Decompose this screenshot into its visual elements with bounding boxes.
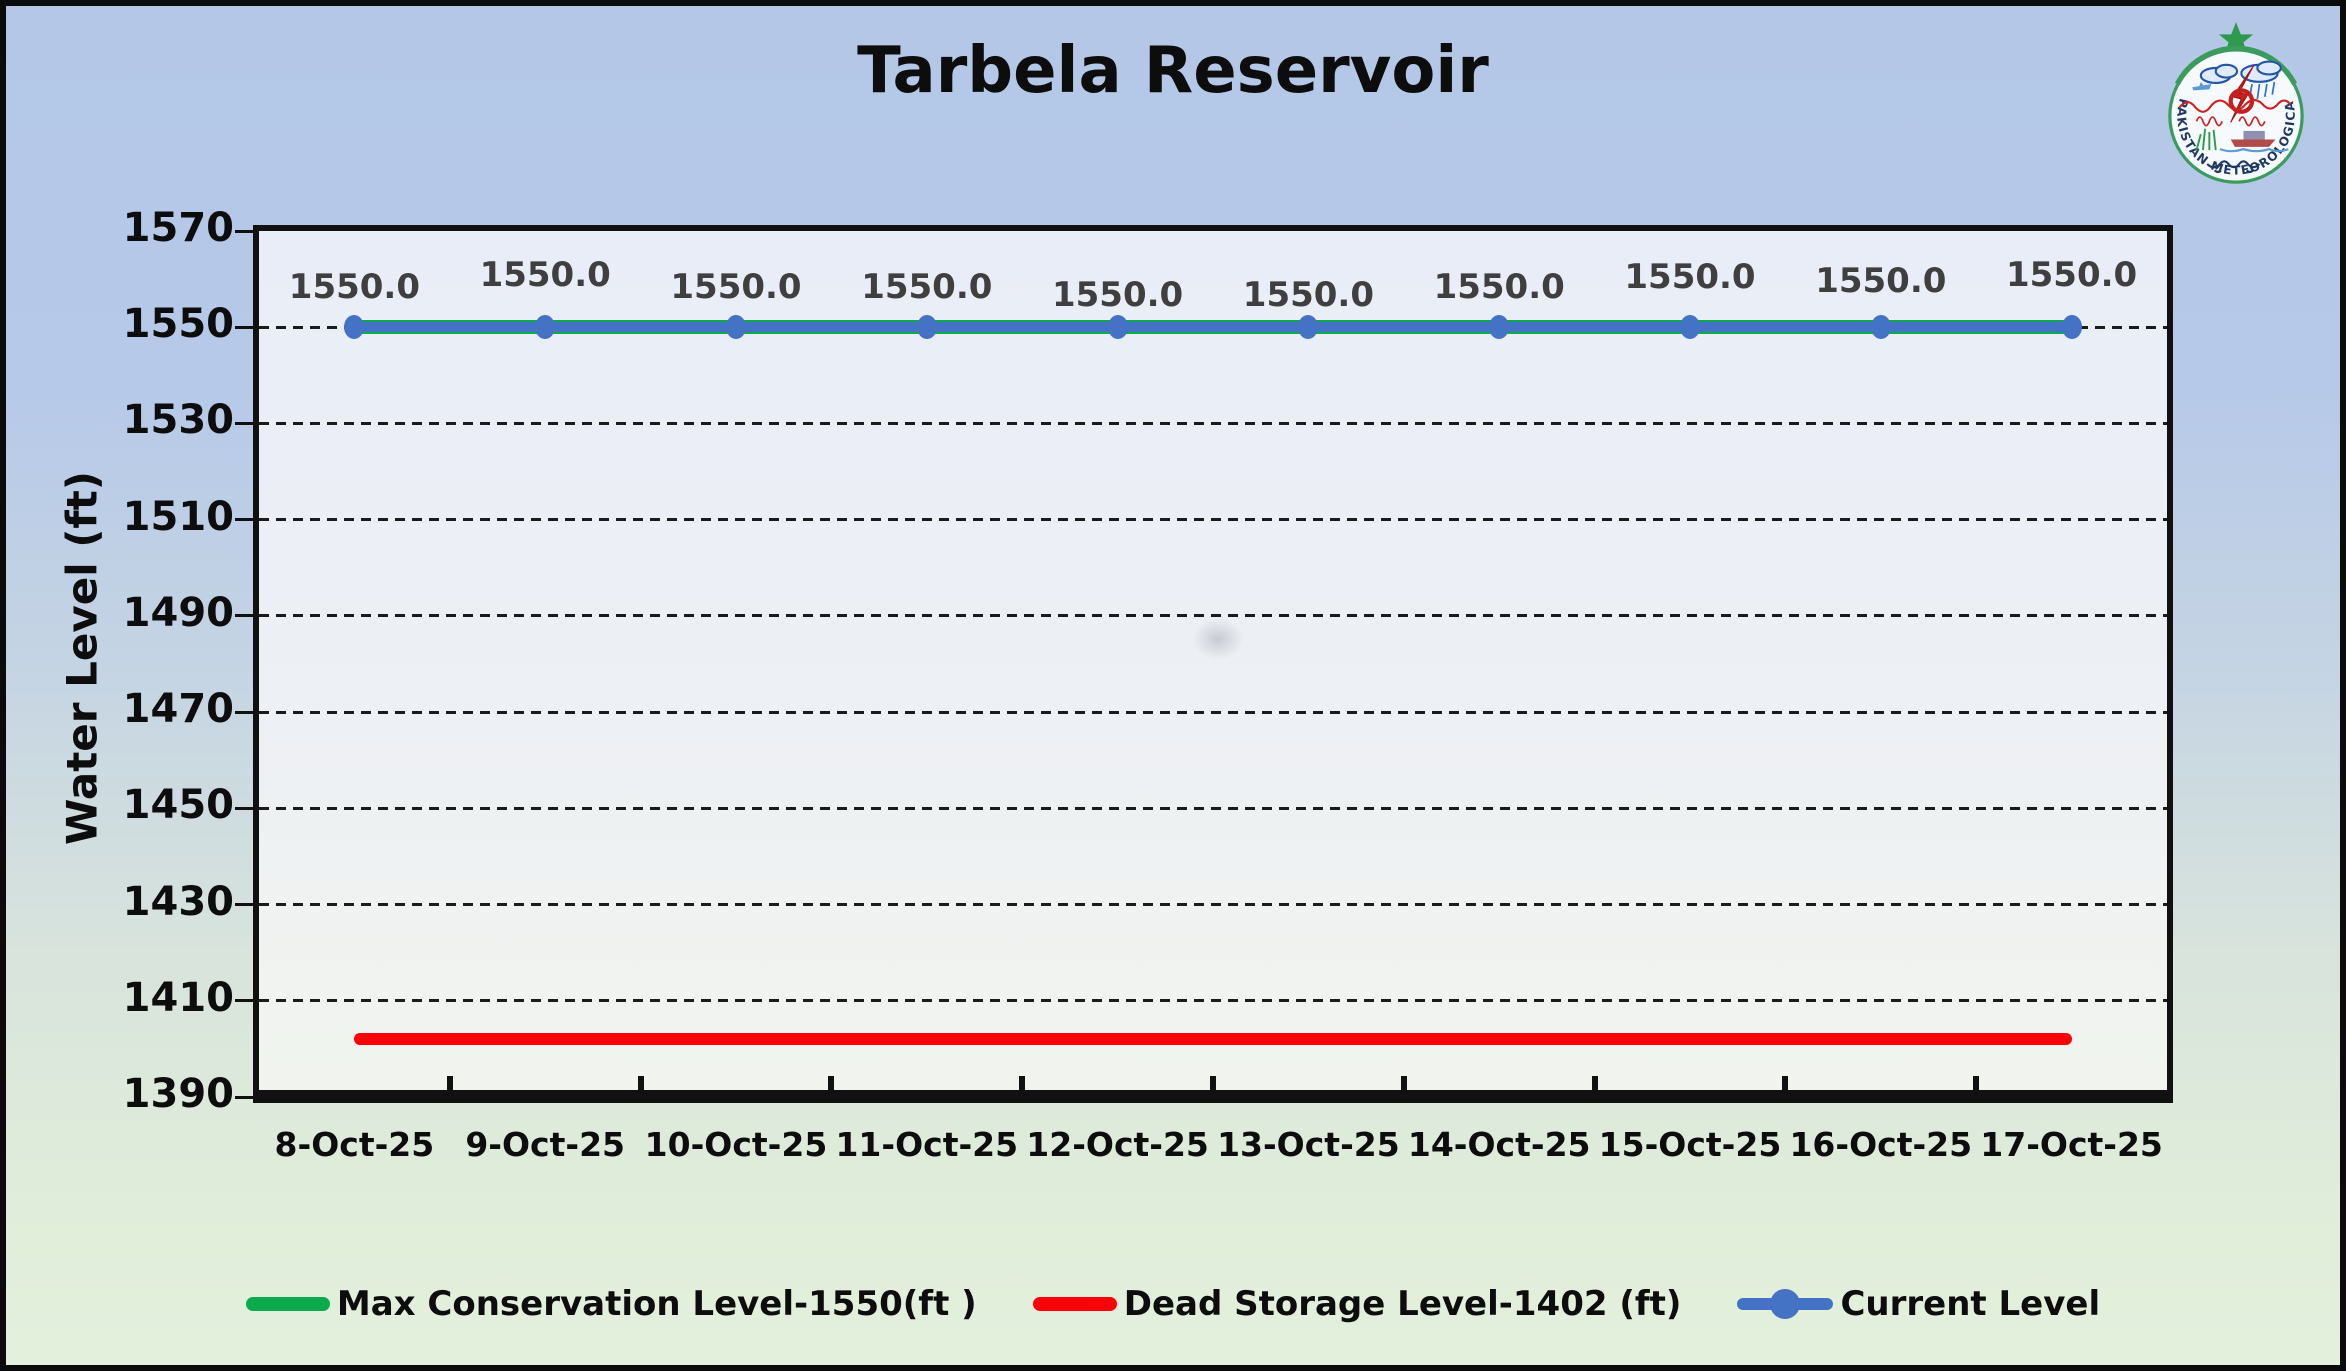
legend-item-2: Current Level xyxy=(1737,1284,2100,1324)
plot-area: 1550.0 1550.0 1550.0 1550.0 1550.0 1550.0 1550… xyxy=(235,225,2173,1103)
logo-cloud-icon xyxy=(2199,60,2282,84)
data-point-11-Oct-25 xyxy=(916,315,937,340)
data-point-15-Oct-25 xyxy=(1680,315,1700,340)
x-tick-mark-7 xyxy=(1591,1076,1598,1090)
y-tick-mark-1530 xyxy=(235,421,253,425)
x-tick-mark-2 xyxy=(637,1076,644,1090)
y-tick-mark-1550 xyxy=(235,325,253,329)
y-tick-mark-1570 xyxy=(235,229,253,233)
gridline-1430 xyxy=(259,903,2167,907)
data-point-8-Oct-25 xyxy=(344,315,365,340)
y-tick-label-1410: 1410 xyxy=(122,974,234,1021)
y-tick-mark-1430 xyxy=(235,903,253,907)
x-tick-label-8-Oct-25: 8-Oct-25 xyxy=(274,1125,435,1164)
data-label-17-Oct-25: 1550.0 xyxy=(2005,255,2138,296)
x-tick-mark-8 xyxy=(1782,1076,1789,1090)
data-label-11-Oct-25: 1550.0 xyxy=(861,267,993,308)
legend-label-2: Current Level xyxy=(1840,1284,2101,1324)
smudge-artifact xyxy=(1182,610,1254,668)
data-label-15-Oct-25: 1550.0 xyxy=(1624,257,1756,298)
y-tick-mark-1470 xyxy=(235,710,253,714)
y-tick-mark-1390 xyxy=(235,1095,253,1099)
x-tick-label-14-Oct-25: 14-Oct-25 xyxy=(1407,1125,1591,1164)
logo-coil-icon xyxy=(2195,116,2266,127)
x-tick-mark-9 xyxy=(1973,1076,1980,1090)
data-point-17-Oct-25 xyxy=(2061,315,2082,340)
y-tick-mark-1450 xyxy=(235,806,253,810)
legend-label-0: Max Conservation Level-1550(ft ) xyxy=(336,1284,977,1324)
x-tick-mark-3 xyxy=(828,1076,835,1090)
chart-legend: Max Conservation Level-1550(ft ) Dead Sto… xyxy=(6,1284,2340,1324)
data-point-16-Oct-25 xyxy=(1870,315,1891,340)
y-tick-label-1570: 1570 xyxy=(122,205,234,251)
data-label-8-Oct-25: 1550.0 xyxy=(288,267,420,308)
legend-item-0: Max Conservation Level-1550(ft ) xyxy=(245,1284,977,1324)
legend-item-1: Dead Storage Level-1402 (ft) xyxy=(1032,1284,1682,1324)
data-label-9-Oct-25: 1550.0 xyxy=(479,255,611,296)
y-tick-label-1390: 1390 xyxy=(122,1071,234,1117)
x-tick-label-11-Oct-25: 11-Oct-25 xyxy=(835,1125,1019,1164)
gridline-1410 xyxy=(259,999,2167,1003)
y-tick-mark-1510 xyxy=(235,518,253,522)
logo-seismogram-icon xyxy=(2178,98,2292,113)
legend-swatch-marker xyxy=(1770,1289,1801,1319)
x-tick-mark-6 xyxy=(1400,1076,1407,1090)
x-tick-mark-5 xyxy=(1210,1076,1216,1090)
y-tick-label-1490: 1490 xyxy=(122,589,234,636)
data-label-10-Oct-25: 1550.0 xyxy=(670,267,802,308)
y-tick-label-1550: 1550 xyxy=(122,301,234,348)
data-point-9-Oct-25 xyxy=(535,315,556,340)
x-tick-label-9-Oct-25: 9-Oct-25 xyxy=(465,1125,626,1164)
x-tick-label-15-Oct-25: 15-Oct-25 xyxy=(1598,1125,1782,1164)
data-label-13-Oct-25: 1550.0 xyxy=(1242,275,1374,316)
legend-swatch-line-icon xyxy=(245,1297,330,1311)
logo-calligraphy-icon xyxy=(2206,160,2261,174)
logo-reeds-icon xyxy=(2195,128,2217,151)
y-tick-label-1430: 1430 xyxy=(122,878,234,925)
legend-swatch-line-icon xyxy=(1032,1297,1117,1311)
x-tick-mark-4 xyxy=(1019,1076,1026,1090)
x-tick-label-12-Oct-25: 12-Oct-25 xyxy=(1026,1125,1209,1164)
current-level-line xyxy=(354,322,2072,333)
y-tick-mark-1490 xyxy=(235,614,253,618)
gridline-1490 xyxy=(259,614,2167,618)
y-tick-label-1450: 1450 xyxy=(122,782,234,829)
data-label-14-Oct-25: 1550.0 xyxy=(1433,267,1565,308)
y-tick-label-1470: 1470 xyxy=(122,686,234,733)
data-point-10-Oct-25 xyxy=(726,315,746,340)
legend-swatch-line-marker-icon xyxy=(1737,1288,1834,1320)
chart-title: Tarbela Reservoir xyxy=(857,34,1489,108)
logo-ship-icon xyxy=(2219,130,2289,153)
gridline-1530 xyxy=(259,421,2167,425)
pmd-logo-icon: PAKISTAN METEOROLOGICAL DEPARTMENT xyxy=(2156,20,2304,184)
x-tick-mark-1 xyxy=(446,1076,453,1090)
x-tick-label-17-Oct-25: 17-Oct-25 xyxy=(1980,1125,2163,1164)
gridline-1470 xyxy=(259,710,2167,714)
data-point-12-Oct-25 xyxy=(1107,315,1128,340)
data-point-13-Oct-25 xyxy=(1298,315,1319,340)
x-tick-label-10-Oct-25: 10-Oct-25 xyxy=(644,1125,828,1164)
data-label-12-Oct-25: 1550.0 xyxy=(1051,275,1184,316)
x-tick-label-13-Oct-25: 13-Oct-25 xyxy=(1217,1125,1400,1164)
gridline-1450 xyxy=(259,806,2167,810)
y-tick-label-1530: 1530 xyxy=(122,397,234,444)
data-point-14-Oct-25 xyxy=(1489,315,1510,340)
y-tick-mark-1410 xyxy=(235,999,253,1003)
x-axis-line xyxy=(253,1090,2173,1099)
data-label-16-Oct-25: 1550.0 xyxy=(1815,261,1947,302)
dead-storage-line xyxy=(354,1033,2072,1046)
gridline-1510 xyxy=(259,518,2167,522)
y-tick-label-1510: 1510 xyxy=(122,493,234,540)
x-tick-label-16-Oct-25: 16-Oct-25 xyxy=(1789,1125,1973,1164)
legend-label-1: Dead Storage Level-1402 (ft) xyxy=(1123,1284,1682,1324)
